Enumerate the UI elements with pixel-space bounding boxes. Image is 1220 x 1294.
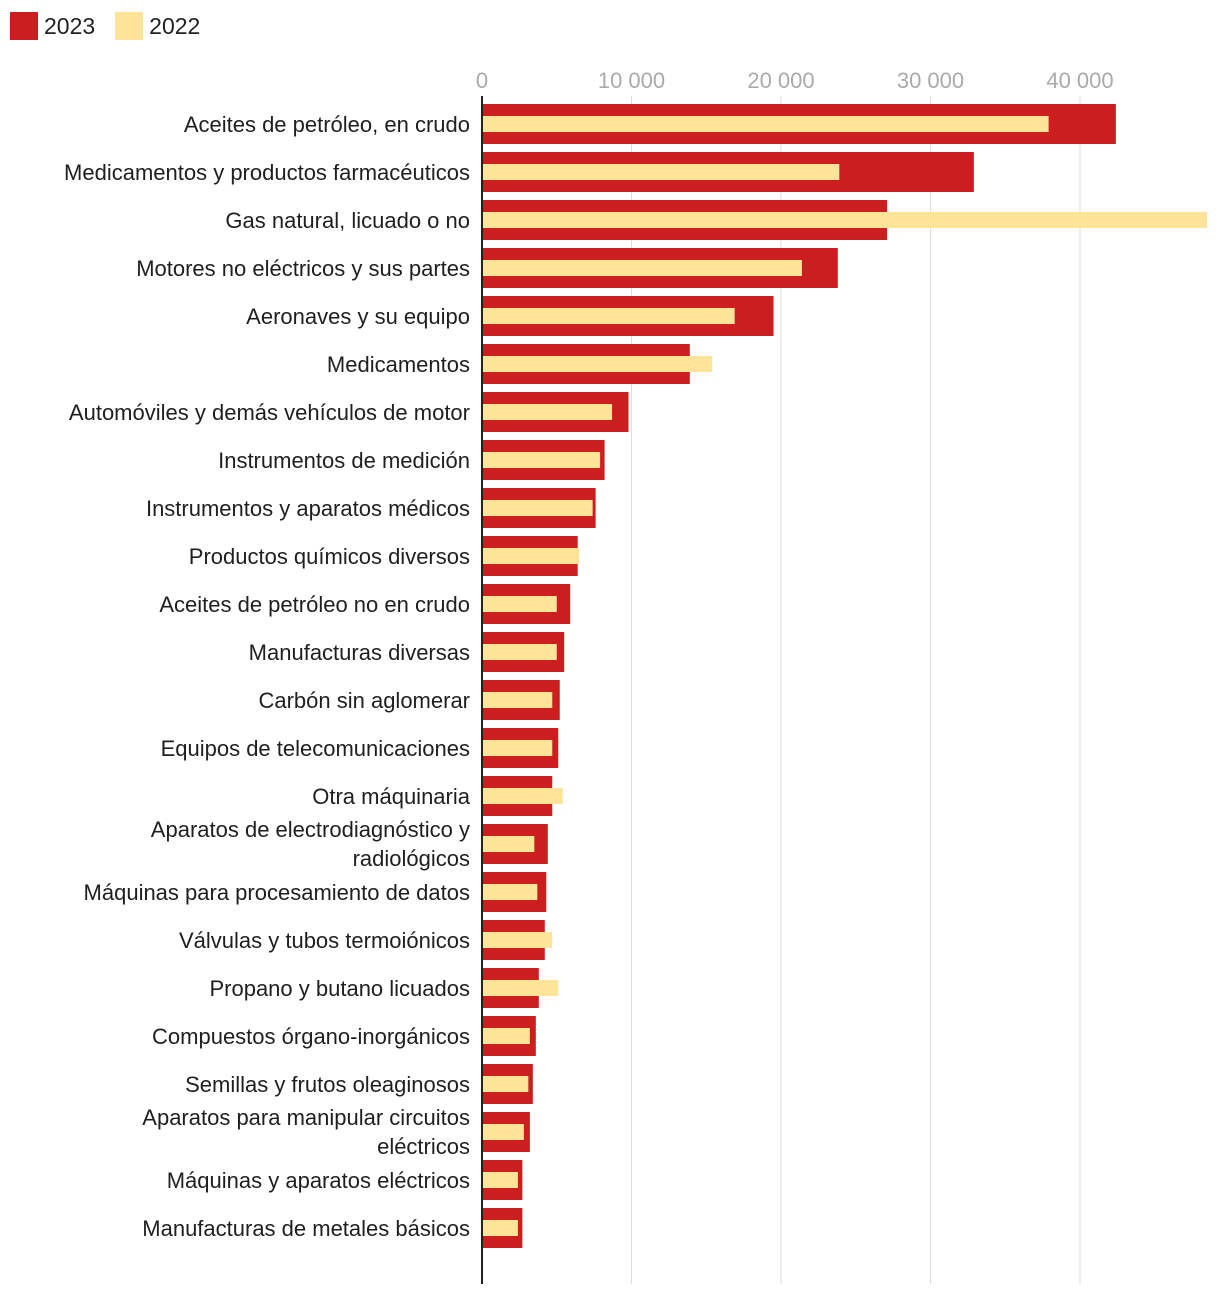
bar-2022: [482, 644, 557, 660]
category-label: Automóviles y demás vehículos de motor: [69, 400, 470, 425]
category-label: Válvulas y tubos termoiónicos: [179, 928, 470, 953]
bar-2022: [482, 1124, 524, 1140]
x-tick-label: 30 000: [897, 68, 964, 93]
bar-2022: [482, 164, 840, 180]
bar-2022: [482, 692, 553, 708]
x-axis-ticks: 0 10 000 20 000 30 000 40 000: [476, 68, 1114, 93]
category-label: Aparatos de electrodiagnóstico y radiológ…: [151, 817, 470, 871]
category-label: Productos químicos diversos: [189, 544, 470, 569]
legend-item-2022[interactable]: 2022: [115, 12, 200, 40]
legend-swatch-2023: [10, 12, 38, 40]
category-label: Aceites de petróleo no en crudo: [159, 592, 470, 617]
category-label: Medicamentos: [327, 352, 470, 377]
bar-2022: [482, 596, 557, 612]
category-label: Manufacturas de metales básicos: [142, 1216, 470, 1241]
bar-2022: [482, 1220, 518, 1236]
category-label: Otra máquinaria: [312, 784, 471, 809]
bar-2022: [482, 308, 735, 324]
x-tick-label: 40 000: [1046, 68, 1113, 93]
gridlines: [631, 96, 1081, 1284]
category-label: Instrumentos y aparatos médicos: [146, 496, 470, 521]
bar-2022: [482, 932, 553, 948]
category-label: Semillas y frutos oleaginosos: [185, 1072, 470, 1097]
category-label: Equipos de telecomunicaciones: [161, 736, 470, 761]
category-label-line: Aparatos para manipular circuitos: [142, 1105, 470, 1130]
category-label: Gas natural, licuado o no: [225, 208, 470, 233]
x-tick-label: 0: [476, 68, 488, 93]
legend-label-2023: 2023: [44, 12, 96, 39]
x-tick-label: 10 000: [598, 68, 665, 93]
legend: 2023 2022: [10, 12, 220, 40]
category-label-line: eléctricos: [377, 1134, 470, 1159]
bar-2022: [482, 500, 593, 516]
bar-2022: [482, 1076, 529, 1092]
bar-2022: [482, 980, 559, 996]
category-labels: Aceites de petróleo, en crudo Medicamento…: [64, 112, 471, 1241]
category-label: Instrumentos de medición: [218, 448, 470, 473]
bar-2022: [482, 212, 1208, 228]
category-label: Aceites de petróleo, en crudo: [184, 112, 470, 137]
category-label-line: Aparatos de electrodiagnóstico y: [151, 817, 470, 842]
category-label: Manufacturas diversas: [249, 640, 470, 665]
bars: [482, 104, 1208, 1248]
bar-2022: [482, 404, 613, 420]
bar-2022: [482, 116, 1049, 132]
bar-2022: [482, 548, 580, 564]
category-label: Motores no eléctricos y sus partes: [136, 256, 470, 281]
bar-2022: [482, 836, 535, 852]
legend-label-2022: 2022: [149, 12, 201, 39]
bar-2022: [482, 788, 563, 804]
category-label: Aeronaves y su equipo: [246, 304, 470, 329]
category-label-line: radiológicos: [353, 846, 470, 871]
legend-swatch-2022: [115, 12, 144, 40]
category-label: Compuestos órgano-inorgánicos: [152, 1024, 470, 1049]
category-label: Aparatos para manipular circuitos eléctri…: [142, 1105, 470, 1159]
category-label: Máquinas para procesamiento de datos: [84, 880, 470, 905]
bar-2022: [482, 356, 713, 372]
x-tick-label: 20 000: [747, 68, 814, 93]
category-label: Medicamentos y productos farmacéuticos: [64, 160, 470, 185]
bar-2022: [482, 260, 802, 276]
bar-2022: [482, 452, 601, 468]
legend-item-2023[interactable]: 2023: [10, 12, 95, 40]
bar-2022: [482, 884, 538, 900]
category-label: Carbón sin aglomerar: [258, 688, 470, 713]
bar-2022: [482, 740, 553, 756]
category-label: Propano y butano licuados: [209, 976, 470, 1001]
bar-2022: [482, 1172, 518, 1188]
category-label: Máquinas y aparatos eléctricos: [167, 1168, 470, 1193]
bar-2022: [482, 1028, 530, 1044]
